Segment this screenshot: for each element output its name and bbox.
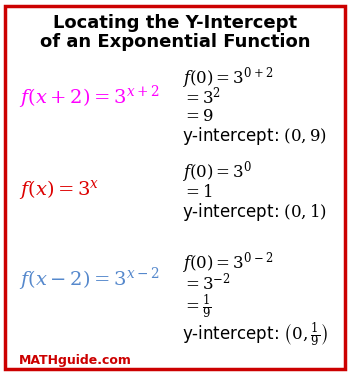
Text: Locating the Y-Intercept: Locating the Y-Intercept <box>53 13 297 32</box>
Text: $f(0)=3^{0+2}$: $f(0)=3^{0+2}$ <box>182 64 273 91</box>
Text: y-intercept: $(0,9)$: y-intercept: $(0,9)$ <box>182 125 327 147</box>
Text: $=9$: $=9$ <box>182 107 214 125</box>
Text: y-intercept: $\left(0,\frac{1}{9}\right)$: y-intercept: $\left(0,\frac{1}{9}\right)… <box>182 320 328 349</box>
Text: $=\frac{1}{9}$: $=\frac{1}{9}$ <box>182 292 212 321</box>
Text: $f(0)=3^{0}$: $f(0)=3^{0}$ <box>182 159 252 186</box>
Text: of an Exponential Function: of an Exponential Function <box>40 33 310 51</box>
Text: $f(x+2)=3^{x+2}$: $f(x+2)=3^{x+2}$ <box>19 84 160 111</box>
Text: $=1$: $=1$ <box>182 183 212 201</box>
Text: y-intercept: $(0,1)$: y-intercept: $(0,1)$ <box>182 201 327 223</box>
Text: $f(x)=3^{x}$: $f(x)=3^{x}$ <box>19 178 100 201</box>
Text: MATHguide.com: MATHguide.com <box>19 354 132 367</box>
Text: $f(0)=3^{0-2}$: $f(0)=3^{0-2}$ <box>182 250 273 276</box>
Text: $=3^{-2}$: $=3^{-2}$ <box>182 272 231 293</box>
Text: $f(x-2)=3^{x-2}$: $f(x-2)=3^{x-2}$ <box>19 266 160 293</box>
Text: $=3^{2}$: $=3^{2}$ <box>182 86 221 108</box>
